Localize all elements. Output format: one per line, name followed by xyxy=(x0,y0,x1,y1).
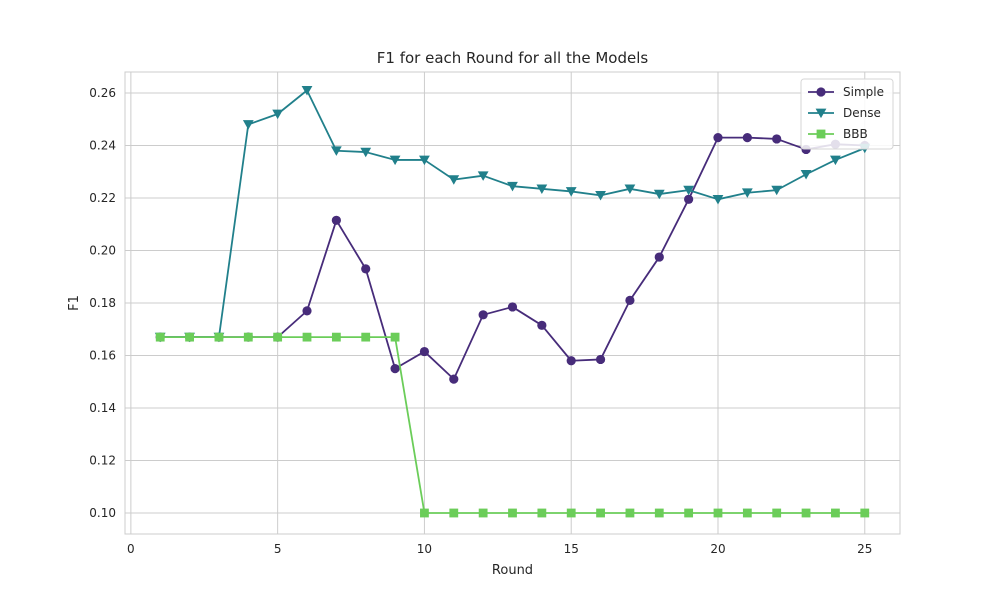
x-tick-label: 15 xyxy=(564,542,579,556)
data-point-bbb xyxy=(420,508,429,518)
data-point-bbb xyxy=(713,508,723,518)
data-point-simple xyxy=(566,356,576,366)
data-point-dense xyxy=(565,187,577,197)
data-point-bbb xyxy=(772,508,782,518)
legend-label-dense: Dense xyxy=(843,106,881,120)
series-lines xyxy=(154,86,871,518)
data-point-bbb xyxy=(654,508,664,518)
data-point-dense xyxy=(595,191,606,201)
data-point-bbb xyxy=(243,332,253,342)
data-point-bbb xyxy=(361,332,371,342)
data-point-bbb xyxy=(831,508,840,518)
data-point-simple xyxy=(595,354,606,365)
chart-title: F1 for each Round for all the Models xyxy=(377,49,649,67)
data-point-bbb xyxy=(742,508,752,518)
data-point-simple xyxy=(537,320,547,330)
y-tick-label: 0.16 xyxy=(89,349,116,363)
data-point-bbb xyxy=(390,332,400,342)
data-point-bbb xyxy=(214,332,224,342)
data-point-simple xyxy=(507,302,518,312)
series-bbb xyxy=(155,332,870,518)
legend-marker-bbb xyxy=(816,129,826,139)
data-point-bbb xyxy=(684,508,694,518)
data-point-bbb xyxy=(185,332,194,342)
y-tick-label: 0.12 xyxy=(89,454,116,468)
data-point-dense xyxy=(712,194,724,205)
legend-item-dense: Dense xyxy=(808,106,881,120)
x-tick-label: 25 xyxy=(857,542,872,556)
data-point-simple xyxy=(302,306,312,316)
y-axis-ticks: 0.10 0.12 0.14 0.16 0.18 0.20 0.22 0.24 0.26 xyxy=(89,86,116,520)
legend-marker-dense xyxy=(815,108,827,119)
y-tick-label: 0.26 xyxy=(89,86,116,100)
data-point-dense xyxy=(389,155,401,166)
x-tick-label: 10 xyxy=(417,542,432,556)
data-point-dense xyxy=(624,184,636,194)
legend-marker-simple xyxy=(816,87,826,97)
data-point-dense xyxy=(507,181,518,192)
data-point-dense xyxy=(477,171,489,181)
data-point-simple xyxy=(654,252,664,262)
data-point-dense xyxy=(301,86,313,96)
y-axis-label: F1 xyxy=(67,295,82,311)
data-point-bbb xyxy=(478,508,488,518)
data-point-dense xyxy=(330,146,342,156)
data-point-simple xyxy=(713,133,723,143)
x-tick-label: 20 xyxy=(710,542,725,556)
plot-border xyxy=(124,71,901,535)
x-tick-label: 5 xyxy=(274,542,282,556)
data-point-bbb xyxy=(625,508,635,518)
data-point-dense xyxy=(448,175,460,185)
legend-item-bbb: BBB xyxy=(808,127,868,141)
legend-items: Simple Dense BBB xyxy=(808,85,884,141)
y-tick-label: 0.14 xyxy=(89,401,116,415)
legend-item-simple: Simple xyxy=(808,85,884,99)
data-point-simple xyxy=(478,310,488,320)
y-tick-label: 0.22 xyxy=(89,191,116,205)
data-point-dense xyxy=(242,120,254,130)
x-axis-ticks: 0 5 10 15 20 25 xyxy=(127,542,872,556)
data-point-dense xyxy=(419,155,430,166)
y-tick-label: 0.24 xyxy=(89,139,116,153)
data-point-bbb xyxy=(596,508,605,518)
y-tick-label: 0.20 xyxy=(89,244,116,258)
data-point-dense xyxy=(771,185,783,196)
data-point-bbb xyxy=(302,332,312,342)
data-point-simple xyxy=(772,134,782,144)
legend: Simple Dense BBB xyxy=(800,78,894,150)
data-point-bbb xyxy=(537,508,547,518)
x-axis-label: Round xyxy=(492,563,533,578)
data-point-dense xyxy=(800,170,812,180)
data-point-simple xyxy=(742,133,752,143)
data-point-bbb xyxy=(331,332,341,342)
data-point-simple xyxy=(684,194,694,204)
data-point-bbb xyxy=(155,332,165,342)
data-point-dense xyxy=(360,147,372,158)
data-point-bbb xyxy=(801,508,811,518)
data-point-bbb xyxy=(566,508,576,518)
data-point-dense xyxy=(272,109,284,120)
data-point-simple xyxy=(390,364,400,374)
data-point-bbb xyxy=(273,332,283,342)
data-point-dense xyxy=(830,155,841,166)
gridlines xyxy=(125,72,900,534)
data-point-simple xyxy=(419,346,430,357)
data-point-simple xyxy=(625,295,635,305)
data-point-bbb xyxy=(508,508,517,518)
data-point-bbb xyxy=(860,508,870,518)
data-point-dense xyxy=(741,188,753,198)
data-point-dense xyxy=(683,185,695,196)
data-point-simple xyxy=(361,264,371,274)
y-tick-label: 0.18 xyxy=(89,296,116,310)
data-point-simple xyxy=(449,374,459,384)
data-point-simple xyxy=(331,215,341,225)
legend-label-simple: Simple xyxy=(843,85,884,99)
x-tick-label: 0 xyxy=(127,542,135,556)
data-point-dense xyxy=(536,184,548,194)
data-point-dense xyxy=(653,189,665,200)
data-point-bbb xyxy=(449,508,459,518)
y-tick-label: 0.10 xyxy=(89,506,116,520)
legend-label-bbb: BBB xyxy=(843,127,868,141)
